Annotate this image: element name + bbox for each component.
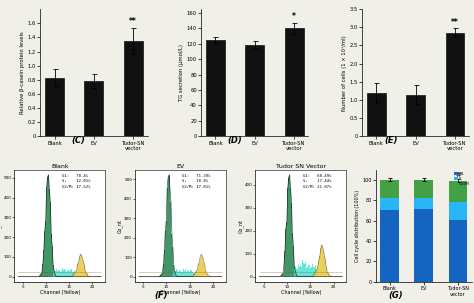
Y-axis label: Co_nt: Co_nt xyxy=(0,219,2,233)
Text: G1:   70.4%
S:    12.01%
G2/M: 17.52%: G1: 70.4% S: 12.01% G2/M: 17.52% xyxy=(62,174,90,188)
Bar xyxy=(406,95,425,136)
Text: **: ** xyxy=(451,18,459,27)
Text: (G): (G) xyxy=(389,291,403,300)
Text: (C): (C) xyxy=(71,136,85,145)
Title: Tudor SN Vector: Tudor SN Vector xyxy=(276,164,326,168)
Bar xyxy=(414,180,433,198)
Y-axis label: Cell cycle distribution (100%): Cell cycle distribution (100%) xyxy=(355,190,360,262)
Bar xyxy=(446,33,465,136)
Bar xyxy=(380,210,399,282)
Text: (E): (E) xyxy=(384,136,398,145)
Legend: G1, S, G2/M: G1, S, G2/M xyxy=(452,170,471,188)
Bar xyxy=(124,41,143,136)
Y-axis label: Number of cells (1 × 10⁵/ml): Number of cells (1 × 10⁵/ml) xyxy=(342,35,346,111)
Title: Blank: Blank xyxy=(51,164,69,168)
Bar xyxy=(448,181,467,202)
Bar xyxy=(285,28,303,136)
Y-axis label: Relative β-casein protein levels: Relative β-casein protein levels xyxy=(20,31,25,114)
Bar xyxy=(246,45,264,136)
Bar xyxy=(367,93,386,136)
Y-axis label: Co_nt: Co_nt xyxy=(117,219,123,233)
Bar xyxy=(414,209,433,282)
Bar xyxy=(448,220,467,282)
Text: G1:   60.49%
S:    17.44%
G2/M: 21.07%: G1: 60.49% S: 17.44% G2/M: 21.07% xyxy=(303,174,331,188)
Bar xyxy=(84,81,103,136)
Text: (D): (D) xyxy=(227,136,242,145)
Text: (F): (F) xyxy=(155,291,168,300)
Bar xyxy=(448,202,467,220)
X-axis label: Channel (Yellow): Channel (Yellow) xyxy=(160,290,201,295)
Title: EV: EV xyxy=(176,164,184,168)
Y-axis label: TG secretion (μmol/L): TG secretion (μmol/L) xyxy=(179,44,184,101)
X-axis label: Channel (Yellow): Channel (Yellow) xyxy=(281,290,321,295)
Bar xyxy=(206,40,225,136)
Bar xyxy=(414,198,433,209)
Bar xyxy=(380,180,399,198)
Y-axis label: Co_nt: Co_nt xyxy=(237,219,243,233)
Text: G1:   71.39%
S:    10.8%
G2/M: 17.81%: G1: 71.39% S: 10.8% G2/M: 17.81% xyxy=(182,174,210,188)
Text: #: # xyxy=(455,172,461,178)
Text: **: ** xyxy=(129,17,137,26)
Text: *: * xyxy=(292,12,296,22)
Bar xyxy=(45,78,64,136)
Bar xyxy=(380,198,399,210)
X-axis label: Channel (Yellow): Channel (Yellow) xyxy=(39,290,80,295)
